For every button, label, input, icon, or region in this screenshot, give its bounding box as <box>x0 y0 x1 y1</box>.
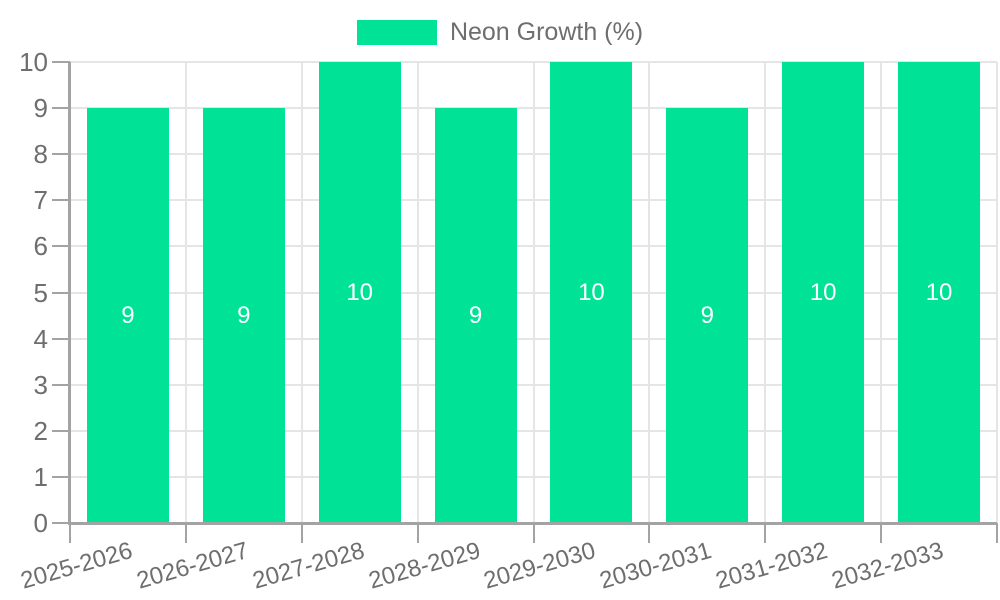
y-axis-tick <box>52 337 70 340</box>
x-axis-tick <box>648 523 651 543</box>
horizontal-gridline <box>70 107 997 110</box>
y-axis-label: 2 <box>33 415 48 446</box>
y-axis-label: 5 <box>33 277 48 308</box>
y-axis-tick <box>52 245 70 248</box>
horizontal-gridline <box>70 337 997 340</box>
bar-2025-2026[interactable]: 9 <box>86 108 169 523</box>
legend-swatch <box>356 20 437 45</box>
horizontal-gridline <box>70 475 997 478</box>
y-axis-tick <box>52 199 70 202</box>
horizontal-gridline <box>70 291 997 294</box>
bar-2027-2028[interactable]: 10 <box>318 62 401 523</box>
horizontal-gridline <box>70 153 997 156</box>
x-axis-tick <box>69 523 71 543</box>
bar-value-label: 9 <box>700 301 714 329</box>
bar-2032-2033[interactable]: 10 <box>898 62 981 523</box>
horizontal-gridline <box>70 429 997 432</box>
bar-2031-2032[interactable]: 10 <box>782 62 865 523</box>
y-axis-label: 0 <box>33 508 48 538</box>
y-axis-label: 8 <box>33 139 48 170</box>
legend-label: Neon Growth (%) <box>449 18 644 46</box>
x-axis-tick <box>184 523 187 543</box>
plot-area: 9 9 10 9 10 9 10 10 <box>69 61 998 524</box>
bar-2028-2029[interactable]: 9 <box>434 108 517 523</box>
bar-value-label: 10 <box>578 278 605 306</box>
y-axis-tick <box>52 107 70 110</box>
bar-value-label: 9 <box>468 301 483 329</box>
y-axis-label: 10 <box>19 47 48 77</box>
x-axis-tick <box>764 523 767 543</box>
bar-value-label: 9 <box>121 301 135 329</box>
horizontal-gridline <box>70 199 997 202</box>
x-axis-tick <box>880 523 883 543</box>
y-axis-tick <box>52 429 70 432</box>
y-axis-label: 7 <box>33 185 48 216</box>
x-axis-tick <box>532 523 535 543</box>
x-axis-tick <box>300 523 303 543</box>
horizontal-gridline <box>70 61 997 63</box>
legend[interactable]: Neon Growth (%) <box>0 18 1000 47</box>
bar-value-label: 10 <box>925 278 953 306</box>
y-axis-label: 9 <box>33 93 48 124</box>
horizontal-gridline <box>70 383 997 386</box>
bar-2030-2031[interactable]: 9 <box>666 108 749 523</box>
y-axis-tick <box>52 291 70 294</box>
y-axis-tick <box>52 522 70 524</box>
y-axis-label: 6 <box>33 231 48 262</box>
horizontal-gridline <box>70 245 997 248</box>
y-axis-tick <box>52 475 70 478</box>
vertical-gridline <box>996 62 998 523</box>
bar-2029-2030[interactable]: 10 <box>550 62 633 523</box>
y-axis-tick <box>52 153 70 156</box>
bar-value-label: 9 <box>237 301 251 329</box>
x-axis-tick <box>416 523 419 543</box>
y-axis-label: 3 <box>33 369 48 400</box>
y-axis-label: 4 <box>33 323 48 354</box>
bar-2026-2027[interactable]: 9 <box>202 108 285 523</box>
bar-value-label: 10 <box>809 278 837 306</box>
y-axis-tick <box>52 61 70 63</box>
bar-value-label: 10 <box>346 278 374 306</box>
y-axis-label: 1 <box>33 461 48 492</box>
y-axis-tick <box>52 383 70 386</box>
x-axis-tick <box>996 523 998 543</box>
